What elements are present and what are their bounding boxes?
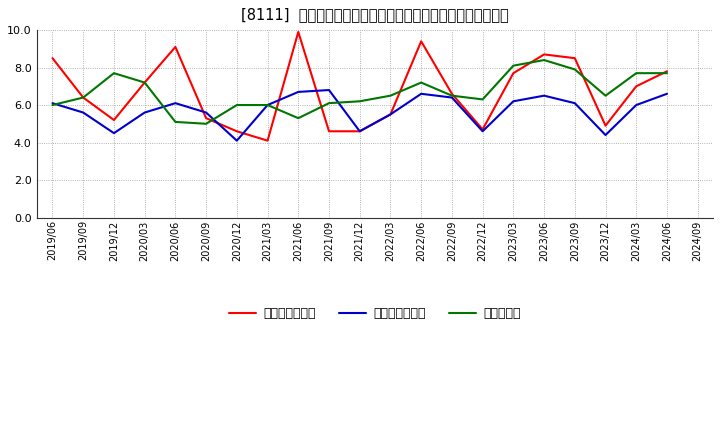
在庫回転率 (386, 93, 395, 98)
売上債権回転率 (79, 95, 88, 100)
在庫回転率 (478, 97, 487, 102)
買入債務回転率 (601, 132, 610, 138)
売上債権回転率 (325, 128, 333, 134)
買入債務回転率 (540, 93, 549, 98)
売上債権回転率 (109, 117, 118, 123)
在庫回転率 (570, 67, 579, 72)
在庫回転率 (109, 70, 118, 76)
在庫回転率 (601, 93, 610, 98)
売上債権回転率 (570, 55, 579, 61)
買入債務回転率 (140, 110, 149, 115)
Legend: 売上債権回転率, 買入債務回転率, 在庫回転率: 売上債権回転率, 買入債務回転率, 在庫回転率 (224, 302, 526, 326)
Line: 売上債権回転率: 売上債権回転率 (53, 32, 667, 141)
Line: 買入債務回転率: 買入債務回転率 (53, 90, 667, 141)
在庫回転率 (356, 99, 364, 104)
Line: 在庫回転率: 在庫回転率 (53, 60, 667, 124)
買入債務回転率 (570, 100, 579, 106)
在庫回転率 (417, 80, 426, 85)
買入債務回転率 (171, 100, 180, 106)
在庫回転率 (264, 103, 272, 108)
在庫回転率 (325, 100, 333, 106)
在庫回転率 (233, 103, 241, 108)
買入債務回転率 (509, 99, 518, 104)
売上債権回転率 (171, 44, 180, 50)
買入債務回転率 (294, 89, 302, 95)
売上債権回転率 (478, 127, 487, 132)
売上債権回転率 (264, 138, 272, 143)
買入債務回転率 (417, 91, 426, 96)
売上債権回転率 (540, 52, 549, 57)
在庫回転率 (202, 121, 210, 126)
Title: [8111]  売上債権回転率、買入債務回転率、在庫回転率の推移: [8111] 売上債権回転率、買入債務回転率、在庫回転率の推移 (241, 7, 509, 22)
売上債権回転率 (48, 55, 57, 61)
売上債権回転率 (386, 112, 395, 117)
買入債務回転率 (325, 88, 333, 93)
売上債権回転率 (448, 91, 456, 96)
在庫回転率 (294, 116, 302, 121)
売上債権回転率 (509, 70, 518, 76)
在庫回転率 (171, 119, 180, 125)
売上債権回転率 (140, 80, 149, 85)
買入債務回転率 (109, 131, 118, 136)
買入債務回転率 (79, 110, 88, 115)
買入債務回転率 (264, 103, 272, 108)
売上債権回転率 (601, 123, 610, 128)
在庫回転率 (448, 93, 456, 98)
売上債権回転率 (356, 128, 364, 134)
売上債権回転率 (202, 116, 210, 121)
売上債権回転率 (632, 84, 641, 89)
在庫回転率 (509, 63, 518, 68)
買入債務回転率 (478, 128, 487, 134)
買入債務回転率 (233, 138, 241, 143)
売上債権回転率 (294, 29, 302, 35)
売上債権回転率 (662, 69, 671, 74)
買入債務回転率 (202, 110, 210, 115)
売上債権回転率 (233, 128, 241, 134)
買入債務回転率 (356, 128, 364, 134)
在庫回転率 (48, 103, 57, 108)
在庫回転率 (79, 95, 88, 100)
在庫回転率 (662, 70, 671, 76)
在庫回転率 (632, 70, 641, 76)
買入債務回転率 (448, 95, 456, 100)
買入債務回転率 (632, 103, 641, 108)
在庫回転率 (140, 80, 149, 85)
在庫回転率 (540, 57, 549, 62)
買入債務回転率 (662, 91, 671, 96)
売上債権回転率 (417, 39, 426, 44)
買入債務回転率 (386, 112, 395, 117)
買入債務回転率 (48, 100, 57, 106)
